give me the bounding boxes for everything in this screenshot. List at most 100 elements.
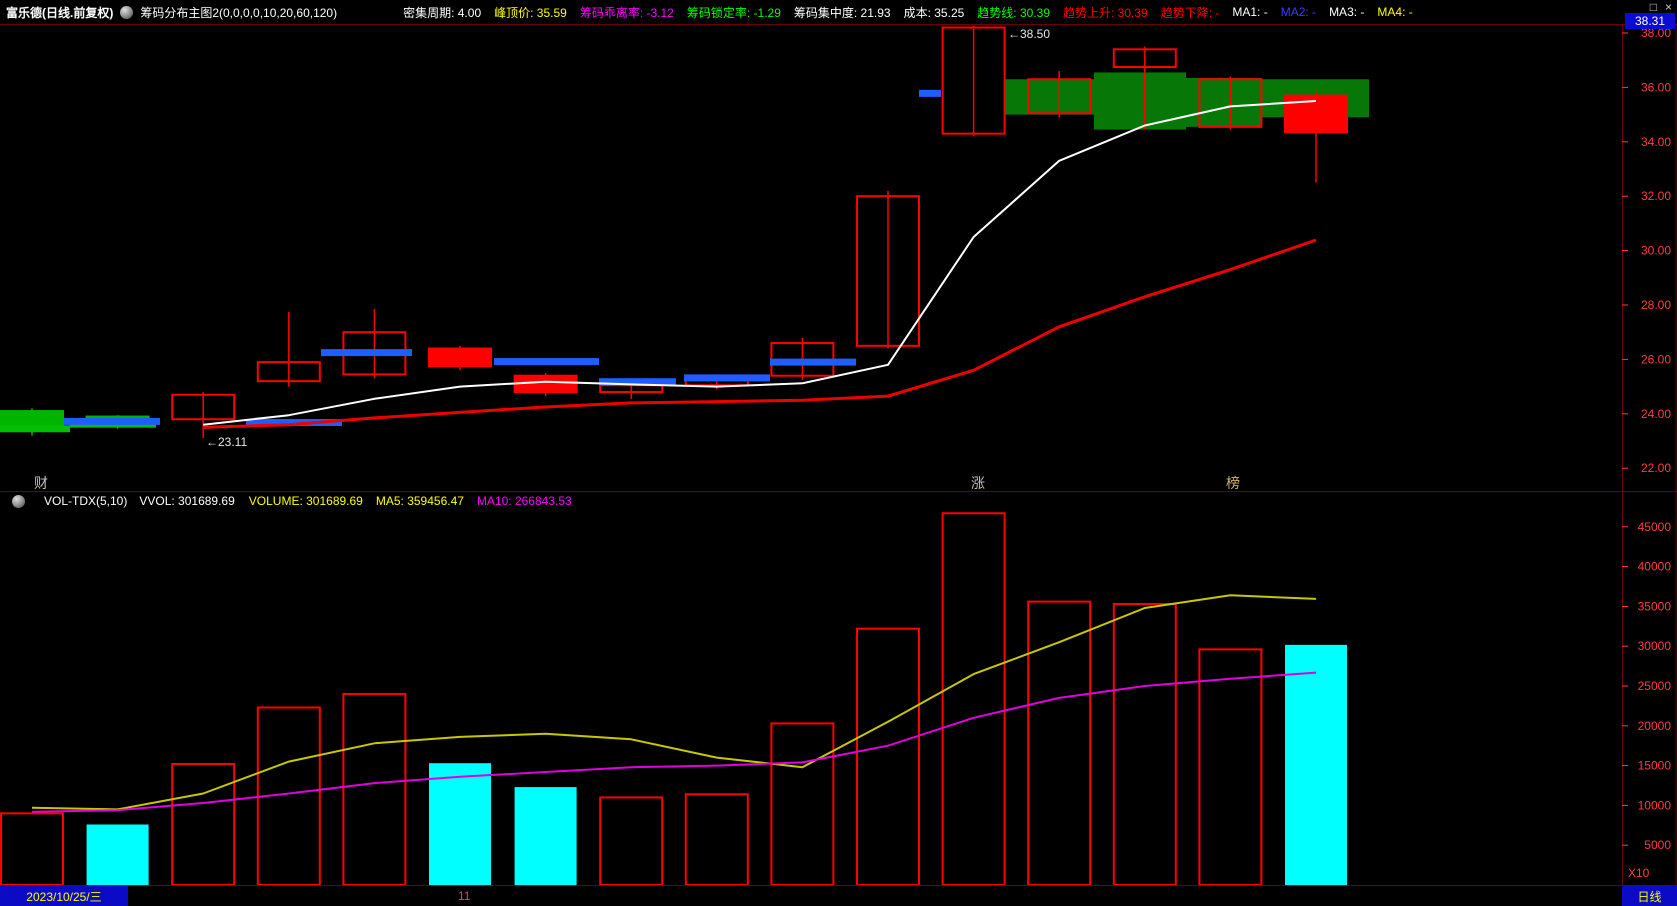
candle-body — [941, 26, 1006, 135]
volume-indicator-header: VOL-TDX(5,10) VVOL: 301689.69 VOLUME: 30… — [5, 494, 572, 508]
header-stat: MA3: - — [1329, 5, 1365, 19]
watermark-char: 财 — [34, 475, 48, 491]
bottom-status-bar: 2023/10/25/三 11 日线 — [0, 886, 1677, 906]
volume-stat: VOLUME: 301689.69 — [248, 494, 363, 508]
candle-body — [256, 361, 321, 383]
main-indicator-name[interactable]: 筹码分布主图2(0,0,0,0,10,20,60,120) — [140, 5, 338, 20]
candle-body — [428, 347, 492, 368]
trend-line-red — [203, 238, 1317, 429]
candle-body — [1284, 94, 1348, 134]
chip-bar — [64, 417, 160, 425]
header-stat: MA2: - — [1280, 5, 1317, 19]
month-marker: 11 — [458, 889, 471, 903]
price-axis-label: 24.00 — [1641, 407, 1671, 421]
header-stat: 密集周期: 4.00 — [403, 5, 482, 20]
chip-bar — [0, 425, 70, 433]
main-indicator-header: 富乐德(日线.前复权) 筹码分布主图2(0,0,0,0,10,20,60,120… — [0, 0, 1677, 24]
price-axis-label: 22.00 — [1641, 461, 1671, 475]
volume-multiplier-label: X10 — [1628, 866, 1650, 880]
date-label[interactable]: 2023/10/25/三 — [0, 886, 128, 906]
volume-axis-label: 40000 — [1638, 560, 1672, 574]
candle-body — [1027, 78, 1092, 115]
header-stat: 趋势线: 30.39 — [977, 5, 1050, 20]
watermark-char: 榜 — [1226, 475, 1240, 491]
header-stat: 峰顶价: 35.59 — [494, 5, 567, 20]
header-stat: 筹码乖离率: -3.12 — [579, 5, 674, 20]
header-stat: 趋势上升: 30.39 — [1063, 5, 1148, 20]
candle-body — [856, 195, 920, 347]
volume-bar — [1285, 644, 1347, 885]
candle-body — [1112, 48, 1177, 68]
axis-max-price-badge: 38.31 — [1625, 13, 1675, 29]
volume-bar — [342, 692, 407, 887]
volume-bar — [1112, 603, 1177, 887]
volume-stat: MA5: 359456.47 — [375, 494, 464, 508]
watermark-char: 涨 — [971, 475, 985, 491]
header-stat: 趋势下降: - — [1160, 5, 1220, 20]
vvol-value: VVOL: 301689.69 — [139, 494, 235, 508]
price-axis-label: 36.00 — [1641, 80, 1671, 94]
close-window-icon[interactable]: × — [1664, 0, 1672, 14]
header-stat: 筹码集中度: 21.93 — [793, 5, 891, 20]
volume-bar — [770, 722, 835, 886]
volume-axis-label: 20000 — [1638, 719, 1672, 733]
volume-indicator-toggle-icon[interactable] — [12, 494, 25, 508]
volume-stats: VOLUME: 301689.69 MA5: 359456.47 MA10: 266… — [249, 494, 572, 508]
volume-axis-label: 30000 — [1638, 639, 1672, 653]
indicator-toggle-icon[interactable] — [120, 5, 134, 19]
volume-axis-label: 45000 — [1638, 520, 1672, 534]
chip-zone — [1094, 72, 1186, 130]
chip-bar — [919, 89, 941, 97]
chip-zone — [1005, 79, 1094, 115]
chip-bar — [321, 349, 412, 357]
volume-axis-label: 25000 — [1638, 679, 1672, 693]
volume-axis-label: 35000 — [1638, 599, 1672, 613]
chip-bar — [684, 374, 770, 382]
price-axis-label: 32.00 — [1641, 189, 1671, 203]
chip-bar — [494, 358, 599, 366]
volume-bar — [514, 787, 577, 885]
volume-bar — [856, 627, 920, 886]
volume-bar — [429, 763, 491, 885]
restore-window-icon[interactable]: □ — [1649, 0, 1657, 14]
ma-line-white — [203, 100, 1317, 426]
price-axis-label: 34.00 — [1641, 135, 1671, 149]
candle-body — [171, 393, 236, 421]
price-annotation: ←23.11 — [206, 435, 247, 449]
price-axis-label: 38.00 — [1641, 26, 1671, 40]
volume-axis-label: 5000 — [1644, 838, 1671, 852]
stock-title: 富乐德(日线.前复权) — [6, 5, 114, 20]
chip-bar — [770, 358, 856, 366]
candle-body — [1198, 78, 1263, 128]
volume-axis-label: 10000 — [1638, 798, 1672, 812]
period-label[interactable]: 日线 — [1622, 886, 1677, 906]
header-stat: 筹码锁定率: -1.29 — [686, 5, 781, 20]
indicator-stats: 密集周期: 4.00 峰顶价: 35.59 筹码乖离率: -3.12 筹码锁定率: -… — [403, 4, 1413, 21]
volume-bar — [1027, 600, 1092, 887]
chip-zone — [1186, 77, 1262, 127]
volume-bar — [171, 763, 236, 886]
chip-bar — [246, 419, 342, 427]
price-annotation: ←38.50 — [1008, 27, 1050, 41]
volume-ma10-line — [31, 671, 1317, 813]
volume-stat: MA10: 266843.53 — [476, 494, 572, 508]
header-stat: 成本: 35.25 — [903, 5, 965, 20]
header-stat: MA1: - — [1232, 5, 1268, 19]
chip-bar — [599, 378, 676, 386]
volume-bar — [684, 793, 749, 886]
price-axis-label: 26.00 — [1641, 352, 1671, 366]
volume-bar — [599, 796, 664, 886]
volume-bar — [941, 512, 1006, 886]
window-controls: □ × — [1650, 0, 1672, 14]
price-axis-label: 28.00 — [1641, 298, 1671, 312]
volume-bar — [0, 812, 64, 886]
volume-axis-label: 15000 — [1638, 759, 1672, 773]
volume-ma5-line — [31, 594, 1317, 811]
volume-bar — [86, 824, 149, 885]
price-axis-label: 30.00 — [1641, 244, 1671, 258]
header-stat: MA4: - — [1377, 5, 1413, 19]
volume-bar — [1198, 648, 1263, 886]
volume-indicator-name[interactable]: VOL-TDX(5,10) — [44, 494, 128, 508]
